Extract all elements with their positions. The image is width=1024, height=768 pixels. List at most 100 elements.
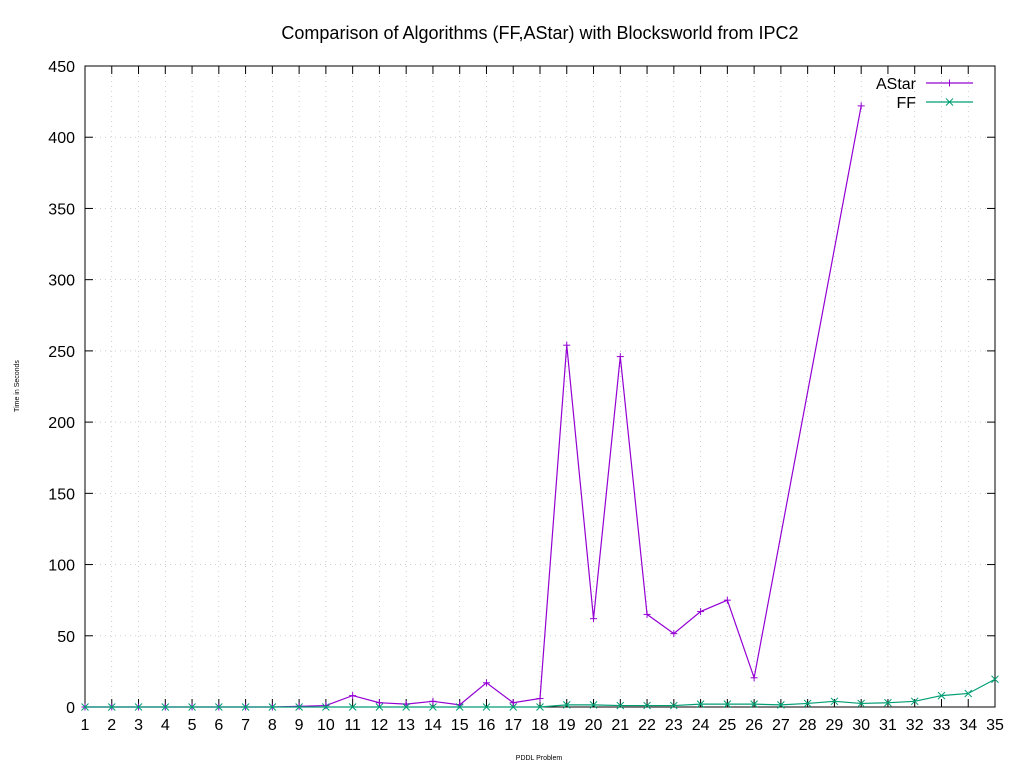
x-tick-label: 18 [531, 717, 549, 734]
series-line-astar [85, 105, 862, 708]
x-tick-label: 27 [772, 717, 790, 734]
grid-lines [85, 66, 995, 707]
x-tick-label: 28 [799, 717, 817, 734]
x-tick-label: 17 [504, 717, 522, 734]
series-ff [81, 675, 999, 711]
data-point-ff [107, 703, 116, 711]
data-point-astar [723, 596, 731, 604]
x-tick-label: 1 [81, 717, 90, 734]
data-point-ff [696, 700, 705, 709]
data-point-astar [295, 702, 303, 710]
x-tick-label: 25 [718, 717, 736, 734]
x-tick-label: 32 [906, 717, 924, 734]
series-layer [81, 102, 999, 711]
x-tick-label: 10 [317, 717, 335, 734]
x-tick-label: 20 [585, 717, 603, 734]
legend-label-astar: AStar [876, 76, 917, 93]
series-astar [81, 102, 865, 711]
data-point-ff [884, 698, 892, 707]
data-point-ff [161, 703, 170, 711]
legend-marker-ff [945, 98, 954, 106]
data-point-astar [857, 102, 865, 110]
data-point-ff [134, 703, 143, 711]
y-tick-label: 150 [48, 486, 75, 503]
x-tick-label: 19 [558, 717, 576, 734]
x-tick-label: 21 [611, 717, 629, 734]
y-tick-label: 350 [48, 201, 75, 218]
x-tick-label: 13 [397, 717, 415, 734]
x-tick-label: 9 [295, 717, 304, 734]
data-point-astar [349, 692, 357, 700]
data-point-astar [429, 697, 437, 705]
chart-title: Comparison of Algorithms (FF,AStar) with… [281, 23, 798, 43]
data-point-ff [375, 703, 384, 711]
data-point-ff [482, 703, 491, 711]
y-tick-label: 450 [48, 59, 75, 76]
y-tick-label: 250 [48, 344, 75, 361]
data-point-ff [562, 701, 571, 709]
y-tick-label: 400 [48, 130, 75, 147]
x-tick-label: 33 [933, 717, 951, 734]
x-tick-label: 30 [852, 717, 870, 734]
data-point-ff [964, 689, 973, 698]
x-tick-label: 22 [638, 717, 656, 734]
x-tick-label: 24 [692, 717, 710, 734]
data-point-ff [723, 700, 732, 709]
data-point-ff [295, 703, 303, 711]
data-point-astar [536, 694, 544, 702]
data-point-ff [777, 701, 785, 709]
x-tick-label: 7 [241, 717, 250, 734]
x-tick-label: 8 [268, 717, 277, 734]
x-axis-label: PDDL Problem [516, 755, 563, 762]
data-point-ff [616, 701, 625, 710]
data-point-ff [241, 703, 250, 711]
data-point-ff [910, 697, 919, 706]
x-tick-label: 26 [745, 717, 763, 734]
data-point-ff [803, 699, 812, 708]
y-tick-label: 0 [66, 700, 75, 717]
x-tick-label: 16 [478, 717, 496, 734]
x-tick-label: 15 [451, 717, 469, 734]
data-point-astar [616, 353, 624, 361]
y-tick-label: 200 [48, 415, 75, 432]
data-point-ff [937, 691, 946, 700]
data-point-ff [589, 701, 598, 709]
data-point-astar [375, 699, 383, 707]
data-point-ff [348, 703, 357, 711]
y-tick-label: 50 [57, 629, 75, 646]
x-tick-label: 29 [826, 717, 844, 734]
data-point-astar [482, 679, 490, 687]
y-axis-label: Time in Seconds [14, 360, 21, 412]
legend-marker-astar [946, 79, 953, 87]
data-point-astar [563, 341, 571, 349]
data-point-ff [81, 703, 89, 711]
x-tick-label: 4 [161, 717, 170, 734]
data-point-ff [857, 699, 866, 708]
data-point-ff [429, 703, 437, 711]
x-tick-label: 11 [344, 717, 361, 734]
y-tick-label: 300 [48, 273, 75, 290]
x-tick-label: 31 [879, 717, 897, 734]
x-tick-label: 14 [424, 717, 442, 734]
legend-label-ff: FF [896, 95, 916, 112]
data-point-astar [590, 615, 598, 623]
x-tick-label: 6 [214, 717, 223, 734]
data-point-ff [750, 700, 758, 709]
data-point-ff [455, 703, 464, 711]
x-tick-label: 34 [959, 717, 977, 734]
data-point-ff [322, 703, 330, 711]
data-point-ff [214, 703, 223, 711]
data-point-ff [643, 701, 651, 710]
x-tick-label: 3 [134, 717, 143, 734]
x-tick-label: 5 [188, 717, 197, 734]
y-tick-label: 100 [48, 558, 75, 575]
x-tick-label: 35 [986, 717, 1004, 734]
x-tick-label: 12 [371, 717, 389, 734]
data-point-astar [697, 608, 705, 616]
data-point-astar [750, 674, 758, 682]
x-tick-label: 23 [665, 717, 683, 734]
data-point-ff [402, 703, 411, 711]
data-point-astar [322, 702, 330, 710]
